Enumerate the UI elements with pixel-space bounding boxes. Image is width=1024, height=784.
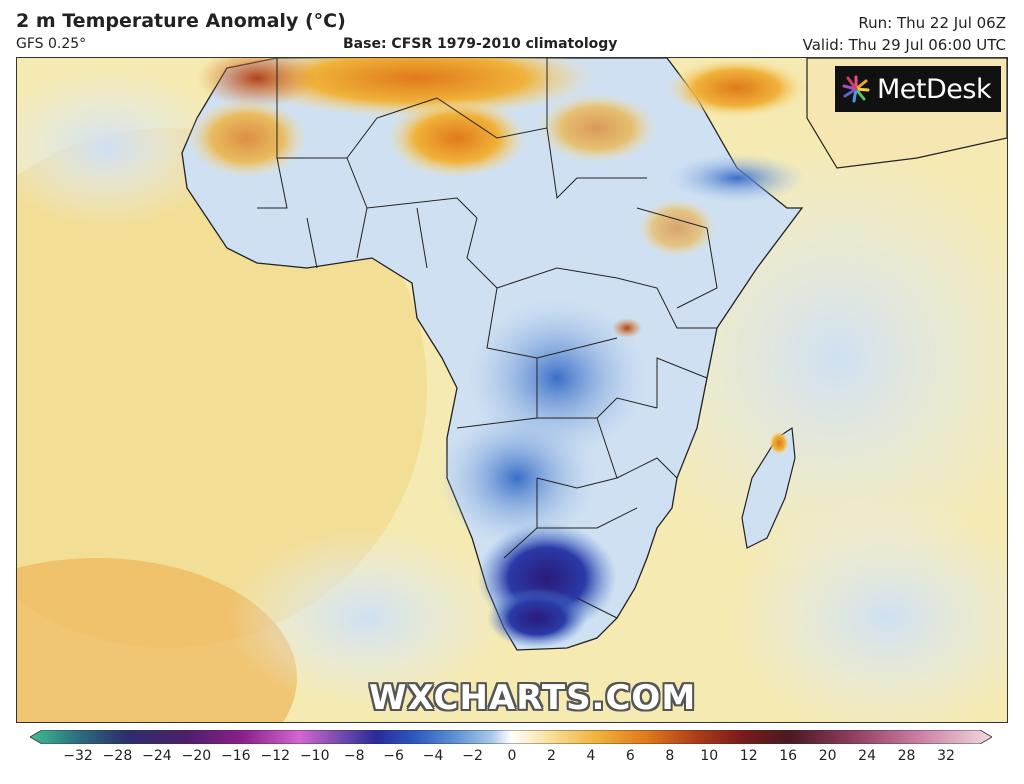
base-label: Base: CFSR 1979-2010 climatology [343,36,618,52]
legend-tick-label: −8 [343,748,365,764]
legend-tick-label: −4 [422,748,444,764]
legend-tick-label: −20 [181,748,212,764]
metdesk-burst-logo-icon [842,75,870,103]
madagascar-island [741,426,796,549]
country-borders [257,58,718,619]
valid-label: Valid: Thu 29 Jul 06:00 UTC [802,36,1006,54]
legend-tick-label: 8 [665,748,675,764]
legend-tick-label: −24 [142,748,172,764]
legend-tick-label: −16 [221,748,251,764]
legend-tick-label: −10 [299,748,330,764]
legend-tick-row: −32 −28 −24 −20 −16 −12 −10 −8 −6 −4 −2 0 2 4 6 8 10 12 16… [0,748,1024,768]
legend-tick-label: 2 [546,748,556,764]
legend-tick-label: 4 [586,748,596,764]
legend-tick-label: 0 [507,748,517,764]
model-label: GFS 0.25° [16,36,87,52]
wxcharts-watermark: WXCHARTS.COM [369,678,697,718]
legend-tick-label: 32 [937,748,955,764]
run-label: Run: Thu 22 Jul 06Z [858,14,1006,32]
legend-tick-label: 24 [858,748,876,764]
legend-tick-label: 28 [897,748,916,764]
legend-tick-label: 20 [818,748,837,764]
legend-tick-label: 10 [700,748,719,764]
legend-tick-label: 6 [625,748,635,764]
metdesk-logo[interactable]: MetDesk [835,66,1001,112]
legend-tick-label: 12 [739,748,758,764]
legend-tick-label: −32 [63,748,93,764]
legend-colorbar [30,730,992,744]
legend-tick-label: −28 [102,748,133,764]
anomaly-map: MetDesk WXCHARTS.COM [16,57,1008,723]
map-canvas [17,58,1007,722]
chart-title: 2 m Temperature Anomaly (°C) [16,10,346,32]
legend-tick-label: 16 [779,748,798,764]
legend-tick-label: −2 [462,748,483,764]
metdesk-logo-text: MetDesk [877,73,992,105]
legend-tick-label: −12 [260,748,291,764]
legend-tick-label: −6 [383,748,404,764]
